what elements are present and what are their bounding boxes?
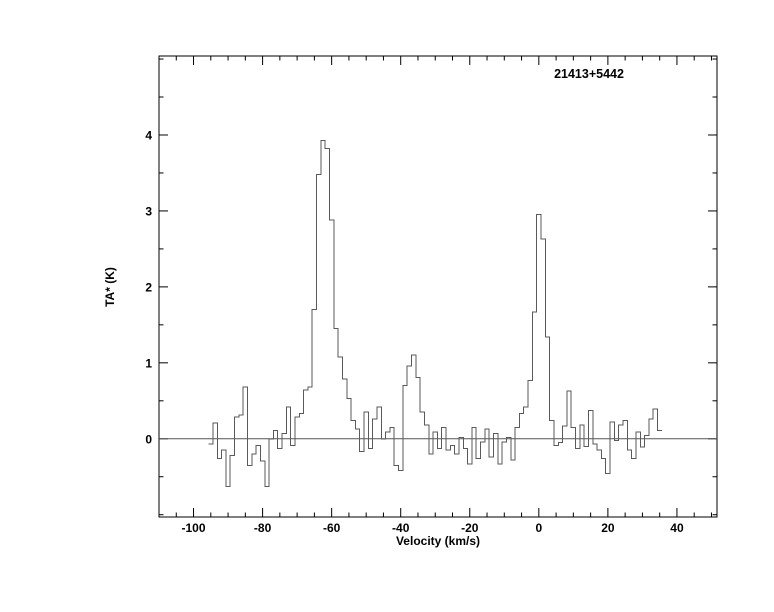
x-axis-label: Velocity (km/s)	[396, 534, 480, 548]
plot-title: 21413+5442	[554, 67, 624, 81]
y-tick-label: 3	[145, 204, 152, 218]
y-tick-label: 4	[145, 128, 152, 142]
x-tick-label: -80	[254, 521, 272, 535]
x-tick-label: 20	[601, 521, 615, 535]
y-axis-label: TA* (K)	[103, 267, 117, 307]
axes-layer: -100 -80 -60 -40 -20 0 20 40 0 1 2 3 4	[145, 55, 718, 535]
x-tick-label: -40	[392, 521, 410, 535]
spectrum-trace-layer	[208, 139, 662, 488]
y-tick-label: 2	[145, 280, 152, 294]
y-tick-label: 1	[145, 356, 152, 370]
x-tick-label: 40	[670, 521, 684, 535]
x-tick-label: -100	[182, 521, 206, 535]
x-tick-label: -20	[461, 521, 479, 535]
y-tick-label: 0	[145, 432, 152, 446]
spectrum-line	[208, 139, 662, 488]
plot-frame	[158, 55, 718, 518]
x-tick-label: 0	[535, 521, 542, 535]
x-tick-label: -60	[323, 521, 341, 535]
